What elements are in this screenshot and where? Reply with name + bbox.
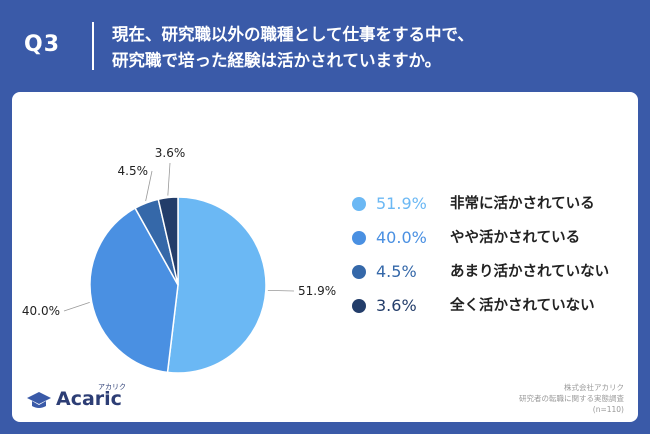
leader-line-3 [145,170,153,202]
pie-data-label-4: 3.6% [155,146,186,160]
question-line-2: 研究職で培った経験は活かされていますか。 [112,51,442,70]
legend-swatch [352,231,366,245]
legend-label: あまり活かされていない [450,264,610,280]
legend-label: やや活かされている [450,230,581,246]
logo-text: Acaric [56,388,122,410]
source-survey: 研究者の転職に関する実態調査 [519,394,624,403]
question-text: 現在、研究職以外の職種として仕事をする中で、 研究職で培った経験は活かされていま… [112,22,632,74]
pie-chart: 51.9% 40.0% 4.5% 3.6% [22,146,336,374]
leader-line-1 [267,289,295,292]
legend-label: 全く活かされていない [450,298,595,314]
question-number: Q3 [24,32,61,57]
leader-line-4 [167,162,171,196]
leader-line-2 [63,302,90,312]
graduation-cap-icon [27,392,51,408]
legend-percent: 40.0% [376,228,427,247]
pie-data-label-3: 4.5% [118,164,149,178]
header-divider [92,22,94,70]
source-note: 株式会社アカリク 研究者の転職に関する実態調査 (n=110) [519,382,624,415]
source-company: 株式会社アカリク [564,383,624,392]
pie-slice-1 [166,196,267,374]
legend-swatch [352,299,366,313]
pie-slice-4 [157,196,179,286]
legend-swatch [352,197,366,211]
pie-data-label-1: 51.9% [298,284,336,298]
legend-percent: 3.6% [376,296,417,315]
pie-data-label-2: 40.0% [22,304,60,318]
legend-swatch [352,265,366,279]
acaric-logo: Acaric アカリク [26,383,136,414]
pie-slice-2 [89,207,179,374]
question-line-1: 現在、研究職以外の職種として仕事をする中で、 [112,25,474,44]
legend-percent: 4.5% [376,262,417,281]
header: Q3 現在、研究職以外の職種として仕事をする中で、 研究職で培った経験は活かされ… [0,0,650,90]
source-sample-size: (n=110) [592,405,624,414]
legend-percent: 51.9% [376,194,427,213]
chart-panel: 51.9% 40.0% 4.5% 3.6% 51.9% 非常に活かされている 40.0% や… [12,92,638,422]
logo-kana: アカリク [98,383,126,391]
legend-label: 非常に活かされている [450,196,595,212]
